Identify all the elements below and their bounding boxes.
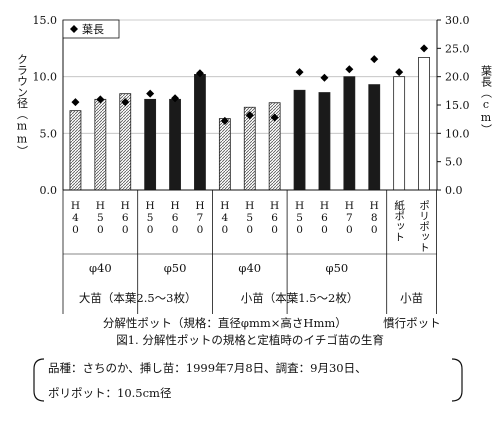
x-tick-label: H80 [368,200,380,236]
y-left-axis-title: クラウン径（mm） [16,53,29,156]
bar [293,89,306,191]
crown-leaf-chart: 0.0 5.0 10.0 15.0 0.0 5.0 10.0 15.0 20.0 25.0 30.0… [16,14,493,347]
y-right-tick-label: 5.0 [445,156,463,169]
y-right-tick-label: 0.0 [445,184,463,197]
group-diameter-label: φ50 [326,261,349,275]
bar [194,74,206,191]
x-tick-label: H60 [269,200,281,236]
y-right-tick-label: 25.0 [445,42,470,55]
leaf-length-marker [245,111,254,120]
leaf-length-marker [420,44,429,53]
group-diameter-label: φ50 [164,261,187,275]
leaf-length-marker [370,55,379,64]
group-seedling-label: 大苗（本葉2.5～3枚） [79,291,197,305]
group-seedling-label: 小苗 [400,291,423,305]
x-tick-label: ポリポット [418,200,430,253]
x-tick-label: H70 [194,200,206,236]
y-left-tick-label: 10.0 [33,71,58,84]
bar [368,84,381,191]
group-diameter-label: φ40 [238,261,261,275]
bar [243,106,256,191]
y-right-tick-label: 30.0 [445,14,470,27]
leaf-length-marker [345,65,354,74]
x-tick-label: 紙ポット [393,199,405,242]
bar [119,93,132,191]
group-seedling-label: 小苗（本葉1.5～2枚） [241,291,359,305]
group-pot-type-label: 分解性ポット（規格：直径φmm×高さHmm） [103,316,347,330]
note-line-1: 品種：さちのか、挿し苗：1999年7月8日、調査：9月30日、 [48,361,367,375]
y-right-axis-title: 葉長（cm） [480,64,493,135]
bar [218,118,231,191]
y-left-tick-label: 0.0 [40,184,58,197]
legend-label: 葉長 [82,22,104,36]
bar [144,98,157,191]
y-left-tick-label: 15.0 [33,14,58,27]
x-tick-label: H50 [294,200,306,236]
leaf-length-marker [121,98,130,107]
y-left-tick-label: 5.0 [40,127,58,140]
bar [318,92,331,191]
plot-area: 0.0 5.0 10.0 15.0 0.0 5.0 10.0 15.0 20.0 25.0 30.0… [16,14,493,330]
leaf-length-marker [171,94,180,103]
bar [393,76,406,191]
group-diameter-label: φ40 [89,261,112,275]
leaf-length-marker [71,98,80,107]
leaf-length-marker [320,73,329,82]
x-tick-label: H60 [318,200,330,236]
leaf-length-marker [220,116,229,125]
leaf-length-marker [146,89,155,98]
legend-marker [70,25,78,33]
bar [69,110,82,191]
leaf-length-marker [295,68,304,77]
x-tick-label: H50 [244,200,256,236]
bar [94,98,107,191]
figure-caption: 図1. 分解性ポットの規格と定植時のイチゴ苗の生育 [116,333,384,347]
bar [169,98,181,191]
leaf-length-marker [195,69,204,78]
legend-box [62,19,120,39]
x-tick-label: H40 [69,200,81,236]
y-right-tick-label: 20.0 [445,71,470,84]
y-right-tick-label: 10.0 [445,127,470,140]
x-tick-label: H50 [144,200,156,236]
bar [418,57,430,191]
group-pot-type-label: 慣行ポット [383,316,441,330]
bar [343,76,356,191]
note-bracket [33,358,463,402]
note-line-2: ポリポット：10.5cm径 [48,386,172,400]
leaf-length-marker [96,95,105,104]
leaf-length-marker [395,68,404,77]
x-tick-label: H60 [169,200,181,236]
x-tick-label: H50 [94,200,106,236]
x-tick-label: H40 [219,200,231,236]
x-tick-label: H70 [343,200,355,236]
x-tick-label: H60 [119,200,131,236]
leaf-length-marker [270,113,279,122]
chart-caption: 図1. 分解性ポットの規格と定植時のイチゴ苗の生育 [116,333,384,347]
y-right-tick-label: 15.0 [445,99,470,112]
